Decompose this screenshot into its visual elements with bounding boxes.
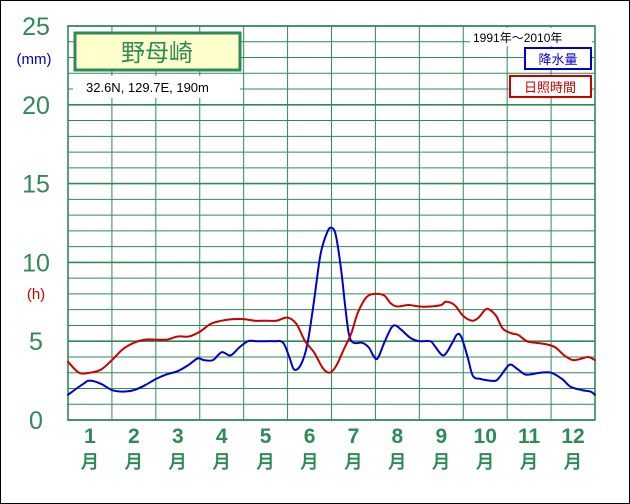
- y-axis: 0 5 10 15 20 25: [22, 13, 50, 435]
- month-suffix-label: 月: [387, 452, 406, 473]
- series-lines: [67, 226, 596, 396]
- month-suffix-label: 月: [343, 452, 362, 473]
- legend-precip-label: 降水量: [538, 53, 577, 68]
- month-number-label: 9: [435, 425, 447, 448]
- month-suffix-label: 月: [212, 452, 231, 473]
- precip-unit: (mm): [17, 51, 52, 68]
- month-suffix-label: 月: [563, 452, 582, 473]
- month-number-label: 2: [128, 425, 140, 448]
- y-tick-label: 20: [22, 92, 50, 120]
- period-label: 1991年〜2010年: [473, 31, 562, 45]
- legend-precip-box: [524, 47, 592, 70]
- x-axis: 1 月 2 月 3 月 4 月 5 月 6 月 7 月 8 月 9 月 10 月 11 月 12 月: [80, 425, 585, 473]
- month-number-label: 1: [84, 425, 96, 448]
- y-tick-label: 0: [29, 407, 43, 435]
- sunshine-unit: (h): [27, 286, 45, 303]
- month-number-label: 6: [304, 425, 316, 448]
- period-box: [470, 28, 592, 46]
- legend-sunshine-box: [509, 75, 592, 98]
- y-tick-label: 25: [22, 13, 50, 41]
- y-tick-label: 10: [22, 249, 50, 277]
- month-suffix-label: 月: [519, 452, 538, 473]
- sunshine-line: [67, 292, 596, 375]
- month-suffix-label: 月: [431, 452, 450, 473]
- legend-sunshine-label: 日照時間: [524, 81, 576, 96]
- station-info: 32.6N, 129.7E, 190m: [86, 80, 209, 95]
- month-suffix-label: 月: [300, 452, 319, 473]
- month-suffix-label: 月: [168, 452, 187, 473]
- y-tick-label: 15: [22, 171, 50, 199]
- station-title-box: [73, 31, 242, 72]
- month-number-label: 12: [561, 425, 584, 448]
- grid-lines: [67, 25, 596, 421]
- month-suffix-label: 月: [256, 452, 275, 473]
- plot-border: [67, 25, 596, 421]
- month-number-label: 7: [348, 425, 360, 448]
- month-number-label: 11: [518, 425, 541, 448]
- y-tick-label: 5: [29, 328, 43, 356]
- month-number-label: 10: [474, 425, 497, 448]
- month-number-label: 8: [392, 425, 404, 448]
- month-suffix-label: 月: [475, 452, 494, 473]
- station-info-box: [73, 76, 240, 98]
- precipitation-line: [67, 226, 596, 396]
- month-number-label: 3: [172, 425, 184, 448]
- month-suffix-label: 月: [80, 452, 99, 473]
- station-title: 野母崎: [121, 39, 193, 67]
- month-number-label: 5: [260, 425, 272, 448]
- month-suffix-label: 月: [124, 452, 143, 473]
- month-number-label: 4: [216, 425, 228, 448]
